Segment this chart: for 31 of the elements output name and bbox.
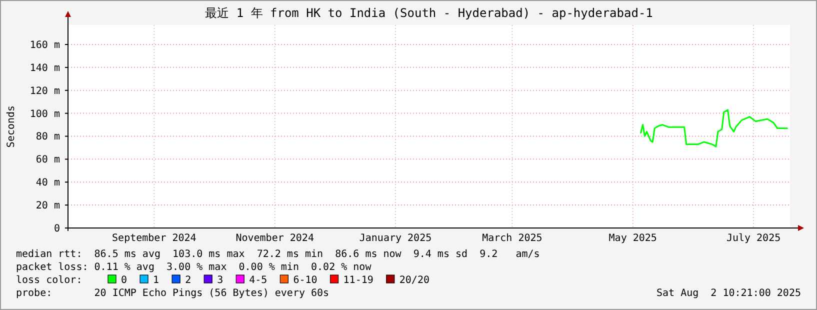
x-tick-label: September 2024 [112,233,196,244]
legend-label: 20/20 [399,275,430,286]
y-axis-title: Seconds [6,105,17,148]
text: median rtt: 86.5 ms avg 103.0 ms max 72.2 ms min 86.6 ms now 9.4 ms sd 9.2 am/s [16,249,540,260]
y-tick-label: 80 m [36,132,60,143]
legend-label: 4-5 [249,275,268,286]
line-series [640,109,788,148]
text: probe: 20 ICMP Echo Pings (56 Bytes) every 60s [16,288,330,299]
y-tick-label: 60 m [36,154,60,166]
legend-label: 1 [153,275,160,286]
x-tick-label: May 2025 [608,233,657,244]
x-tick-label: January 2025 [359,233,432,244]
legend-label: 0 [121,275,128,286]
y-tick-label: 160 m [30,40,60,51]
y-tick-label: 20 m [36,200,60,212]
legend-title: loss color: [16,275,82,286]
text: Sat Aug 2 10:21:00 2025 [656,288,801,299]
y-tick-label: 140 m [30,62,60,74]
y-tick-label: 120 m [30,86,60,97]
legend-label: 11-19 [343,275,374,286]
legend-label: 3 [217,275,224,286]
text: packet loss: 0.11 % avg 3.00 % max 0.00 % min 0.02 % now [16,262,372,273]
x-tick-label: November 2024 [236,233,314,244]
legend-label: 6-10 [293,275,318,286]
x-tick-label: July 2025 [726,233,781,244]
x-tick-label: March 2025 [482,233,542,244]
y-tick-label: 0 [54,224,60,234]
y-tick-label: 40 m [36,178,60,189]
y-tick-label: 100 m [30,108,60,120]
chart-title: 最近 1 年 from HK to India (South - Hyderabad) - ap-hyderabad-1 [205,6,653,20]
legend-label: 2 [185,275,192,286]
